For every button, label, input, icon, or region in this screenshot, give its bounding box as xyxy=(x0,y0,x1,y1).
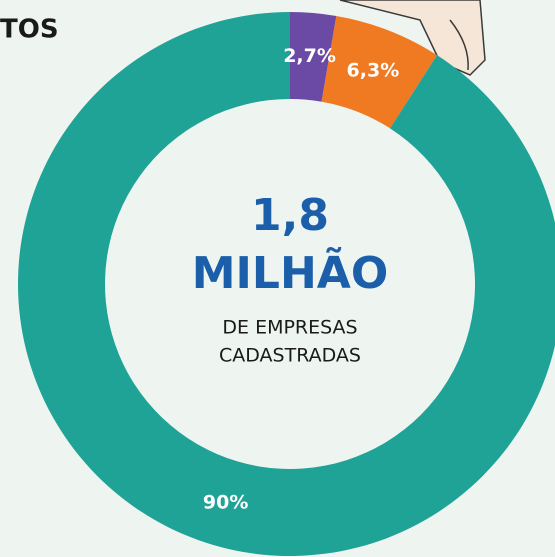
center-caption: CADASTRADAS xyxy=(219,345,361,367)
slice-label: 90% xyxy=(203,492,248,514)
center-value: 1,8 xyxy=(251,190,329,241)
slice-label: 6,3% xyxy=(347,60,400,82)
chart-title: TOS xyxy=(0,15,59,45)
chart: TOS 2,7% 6,3% 90% 1,8 MILHÃO DE EMPRESAS C… xyxy=(0,0,555,557)
slice-label: 2,7% xyxy=(283,45,336,67)
center-caption: DE EMPRESAS xyxy=(222,317,357,339)
center-unit: MILHÃO xyxy=(192,246,388,299)
